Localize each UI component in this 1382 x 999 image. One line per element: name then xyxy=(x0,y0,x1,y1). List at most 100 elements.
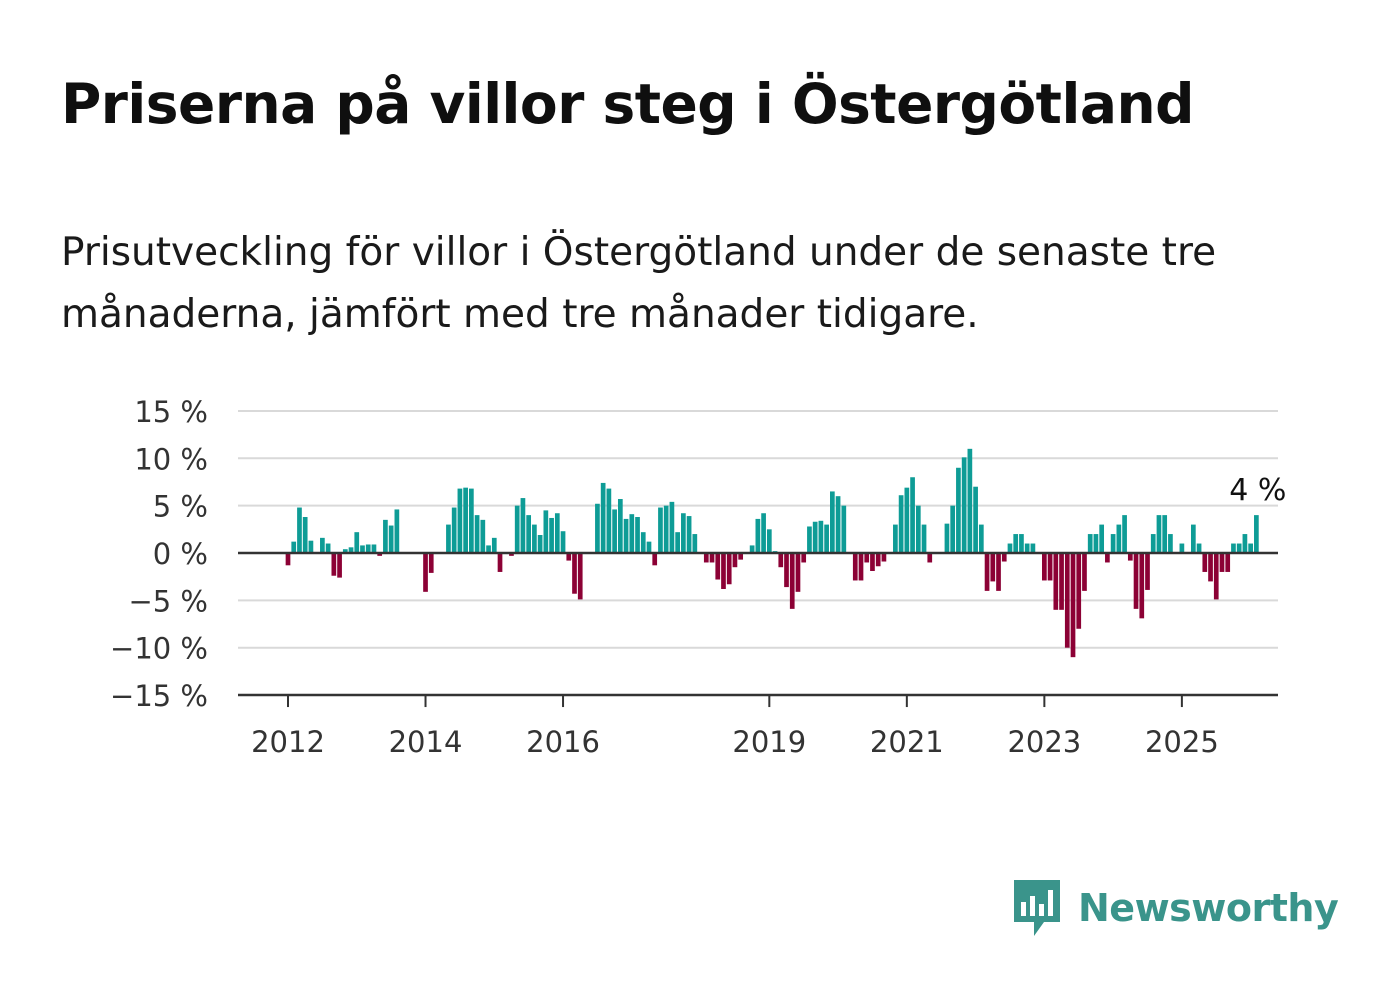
bar xyxy=(675,532,680,553)
bar xyxy=(635,517,640,553)
x-tick-label: 2021 xyxy=(870,725,944,759)
bar xyxy=(1139,553,1145,619)
bar xyxy=(1254,515,1259,553)
last-value-label: 4 % xyxy=(1229,473,1286,508)
bar xyxy=(961,457,967,553)
y-tick-label: 0 % xyxy=(153,537,208,571)
bar xyxy=(921,524,927,553)
y-axis-ticks: 15 % 10 % 5 % 0 % −5 % −10 % −15 % xyxy=(110,395,208,713)
bar xyxy=(721,553,726,589)
bar xyxy=(308,540,314,553)
bar xyxy=(446,524,451,553)
bar xyxy=(652,553,658,566)
bar xyxy=(658,507,663,553)
bar xyxy=(463,487,468,553)
bar xyxy=(761,513,766,553)
bar xyxy=(1059,553,1064,610)
bar xyxy=(703,553,709,563)
bar xyxy=(841,505,847,553)
bar xyxy=(1190,524,1196,553)
bar xyxy=(956,467,961,553)
bar xyxy=(1236,543,1242,553)
bar xyxy=(302,517,308,553)
bar xyxy=(1168,534,1173,553)
bar xyxy=(881,553,887,562)
bar xyxy=(560,531,566,553)
bar xyxy=(1064,553,1070,648)
bar xyxy=(572,553,577,594)
bar xyxy=(342,549,348,553)
bar xyxy=(807,526,812,553)
bar xyxy=(365,544,371,553)
bar xyxy=(509,553,514,556)
bar xyxy=(566,553,572,561)
bar xyxy=(331,553,337,576)
bar xyxy=(749,545,755,553)
bar xyxy=(778,553,784,568)
bar xyxy=(480,519,486,554)
bar xyxy=(554,513,560,553)
bar xyxy=(1024,543,1030,553)
newsworthy-logo: Newsworthy xyxy=(1010,876,1339,940)
y-tick-label: −10 % xyxy=(110,632,208,666)
bar xyxy=(320,537,325,553)
bar xyxy=(1082,553,1087,591)
bar xyxy=(486,545,491,553)
bar xyxy=(474,515,480,553)
bar xyxy=(1116,524,1122,553)
bar xyxy=(1013,534,1019,553)
bar xyxy=(1196,543,1202,553)
bar xyxy=(663,505,669,553)
bar xyxy=(371,544,377,553)
bar xyxy=(423,553,428,592)
bar xyxy=(1150,534,1156,553)
bar xyxy=(337,553,342,578)
bar xyxy=(801,553,807,563)
y-tick-label: 5 % xyxy=(153,490,208,524)
bar xyxy=(457,488,463,553)
bar xyxy=(950,505,956,553)
y-tick-label: −5 % xyxy=(128,584,208,618)
bar xyxy=(898,495,904,553)
bar xyxy=(1122,515,1127,553)
bar xyxy=(532,524,537,553)
bar xyxy=(497,553,503,572)
x-tick-label: 2023 xyxy=(1007,725,1081,759)
bar xyxy=(1219,553,1225,572)
bar xyxy=(1242,534,1248,553)
x-tick-label: 2012 xyxy=(251,725,325,759)
bar xyxy=(978,524,984,553)
bar xyxy=(1133,553,1139,609)
bar xyxy=(864,553,870,563)
bar xyxy=(1007,543,1013,553)
bar xyxy=(606,488,612,553)
bar xyxy=(514,505,520,553)
bar xyxy=(428,553,434,573)
x-tick-label: 2019 xyxy=(732,725,806,759)
bar xyxy=(726,553,732,585)
bar xyxy=(520,498,526,553)
bar xyxy=(469,488,474,553)
bar xyxy=(910,477,915,553)
bar xyxy=(394,509,400,553)
bar xyxy=(1093,534,1099,553)
bar xyxy=(383,519,388,554)
bar xyxy=(984,553,990,591)
bar xyxy=(537,535,543,553)
bar xyxy=(360,545,365,553)
bar xyxy=(629,514,635,553)
chart-title: Priserna på villor steg i Östergötland xyxy=(61,72,1194,136)
x-tick-label: 2016 xyxy=(526,725,600,759)
bar xyxy=(646,541,652,553)
bar xyxy=(1053,553,1059,610)
x-axis-ticks: 2012 2014 2016 2019 2021 2023 2025 xyxy=(251,695,1219,759)
bar xyxy=(549,517,554,553)
bar xyxy=(852,553,858,581)
bar xyxy=(1202,553,1208,572)
bar xyxy=(709,553,715,563)
bar xyxy=(1047,553,1053,581)
bar xyxy=(297,507,302,553)
bar xyxy=(1208,553,1213,582)
bar xyxy=(1099,524,1105,553)
bar xyxy=(1127,553,1133,561)
